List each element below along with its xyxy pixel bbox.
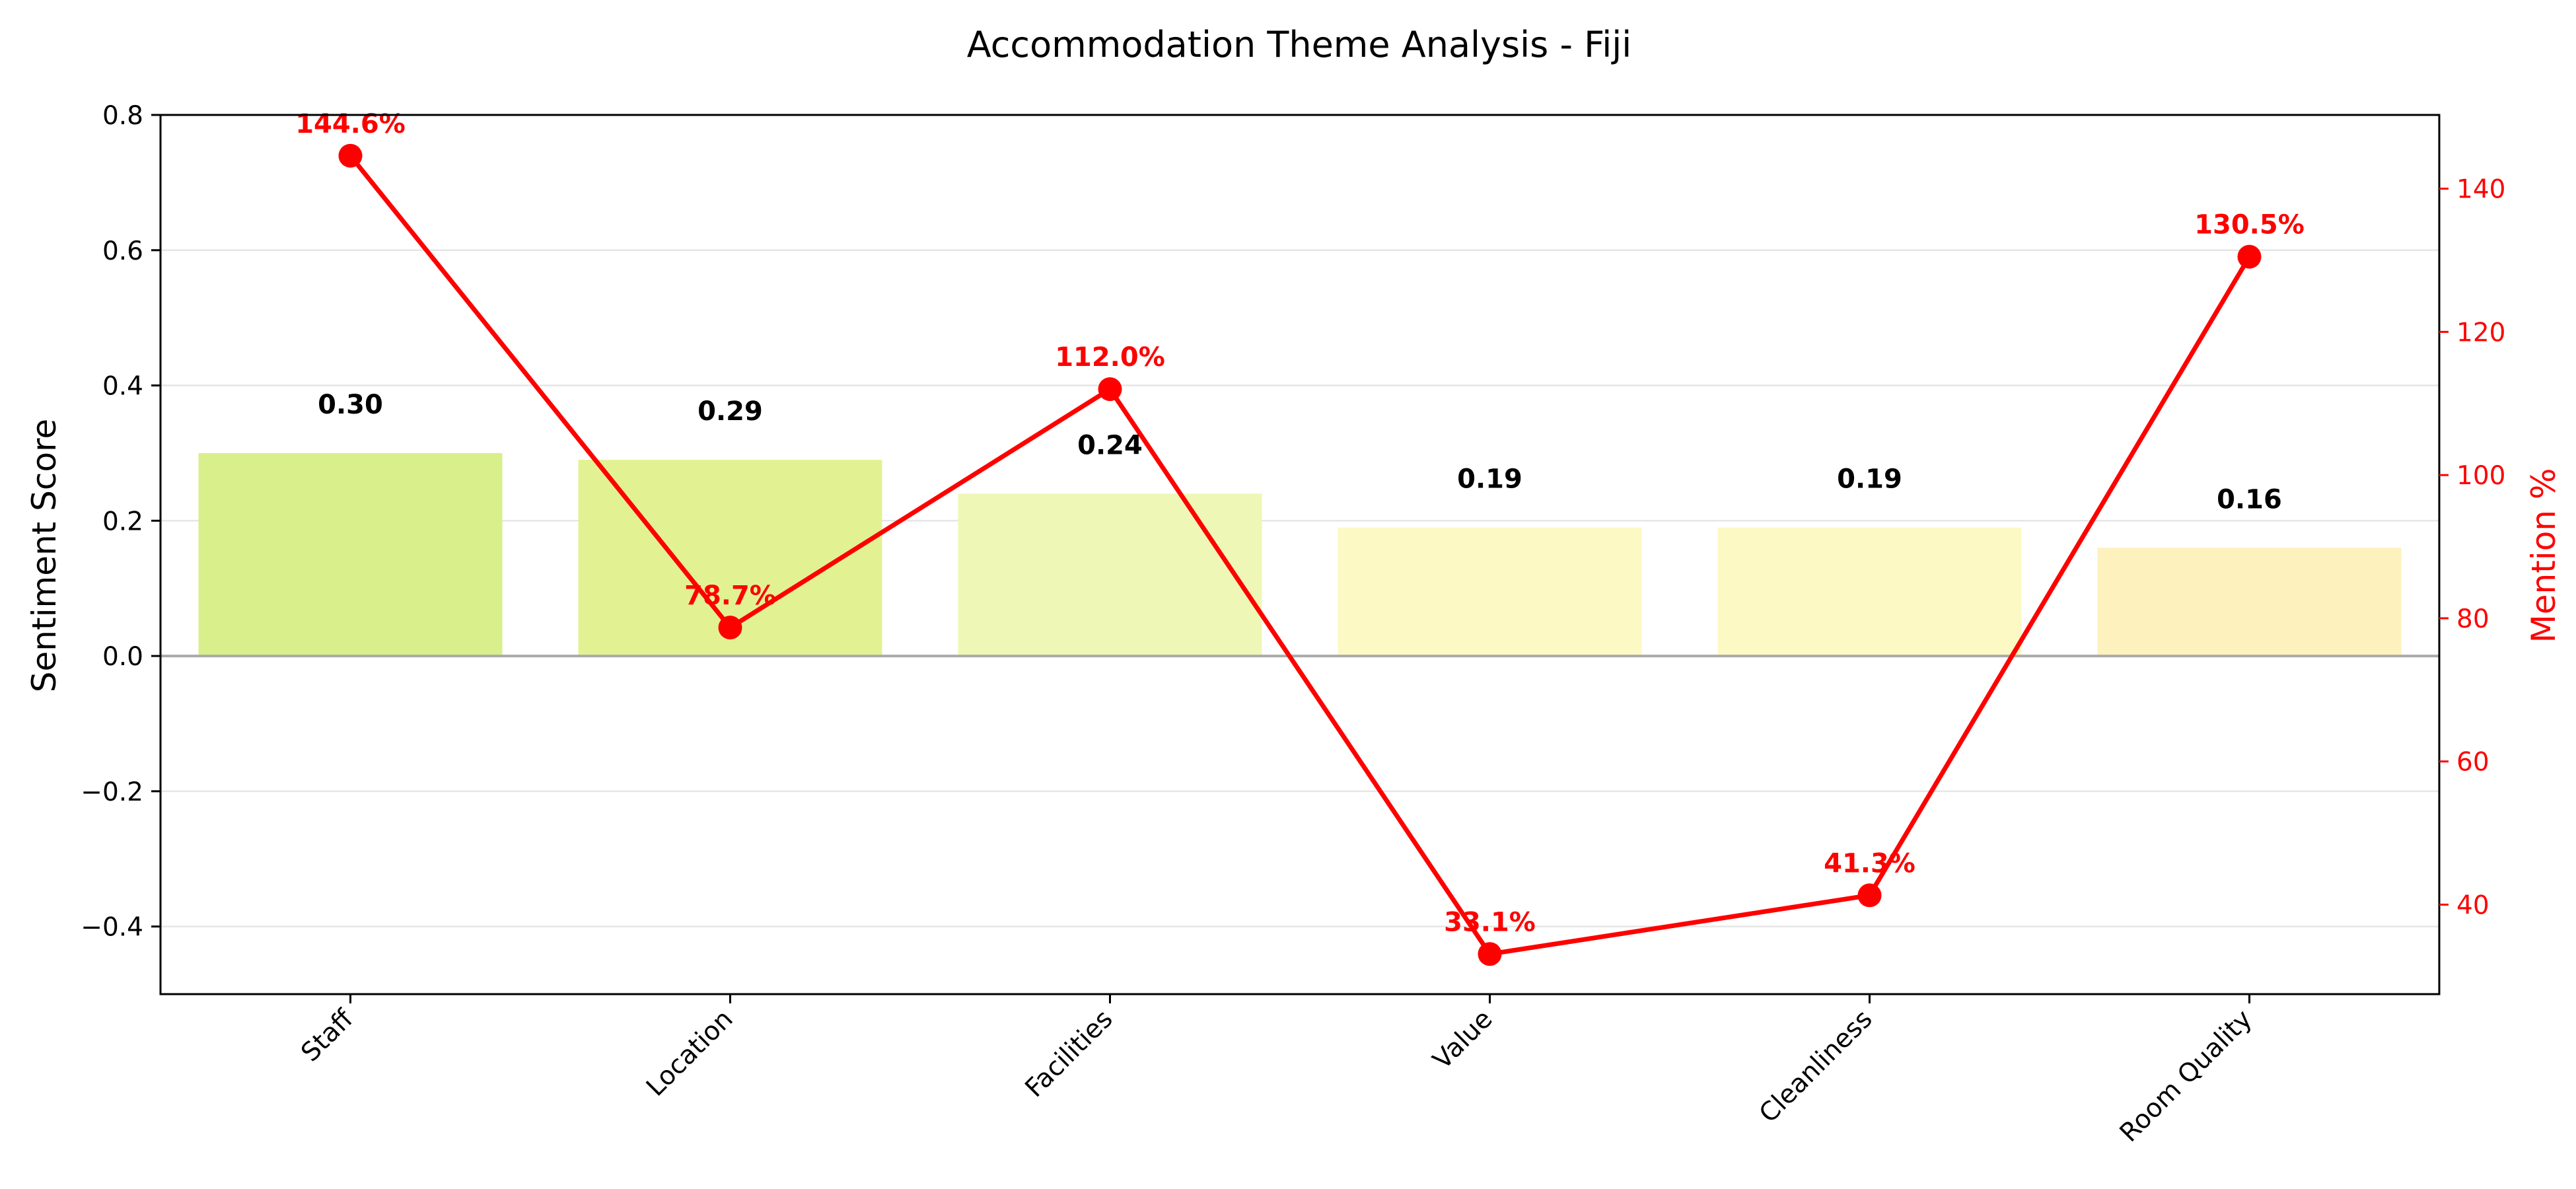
x-tick-label: Location — [641, 1004, 738, 1102]
y-left-tick-label: 0.8 — [102, 101, 143, 131]
x-tick-label: Staff — [296, 1003, 360, 1067]
mention-series-line — [348, 154, 2252, 956]
mention-value-label: 130.5% — [2194, 210, 2305, 240]
x-tick-label: Cleanliness — [1754, 1004, 1878, 1129]
y-right-tick-label: 80 — [2456, 604, 2489, 634]
mention-value-label: 144.6% — [295, 109, 406, 139]
x-tick-label: Value — [1427, 1004, 1499, 1075]
y-right-tick-label: 60 — [2456, 748, 2489, 777]
y-left-label: Sentiment Score — [25, 419, 63, 692]
mention-value-label: 78.7% — [684, 581, 776, 611]
mention-point — [1478, 942, 1502, 966]
y-left-tick-label: 0.2 — [102, 507, 143, 536]
bars — [198, 452, 2402, 657]
chart-title: Accommodation Theme Analysis - Fiji — [967, 24, 1632, 65]
mention-point — [2237, 244, 2262, 269]
mention-value-label: 112.0% — [1055, 342, 1165, 373]
bar-value-label: 0.30 — [318, 390, 383, 420]
bar-value-label: 0.19 — [1457, 464, 1522, 495]
bar — [2097, 548, 2402, 657]
mention-point — [1857, 883, 1882, 908]
bar — [1338, 527, 1642, 657]
x-tick-label: Room Quality — [2114, 1004, 2258, 1148]
y-left-tick-label: 0.6 — [102, 236, 143, 266]
mention-point — [1098, 377, 1122, 402]
mention-point — [718, 616, 742, 640]
y-right-tick-label: 100 — [2456, 461, 2505, 491]
plot-frame — [159, 114, 2441, 995]
mention-point — [338, 143, 363, 168]
y-right-tick-label: 140 — [2456, 175, 2505, 205]
bar-value-label: 0.24 — [1077, 430, 1143, 460]
y-right-tick-label: 40 — [2456, 891, 2489, 921]
mention-value-label: 41.3% — [1824, 848, 1915, 879]
y-left-tick-label: −0.4 — [81, 913, 143, 943]
bar-value-label: 0.16 — [2217, 484, 2282, 515]
bar — [958, 493, 1262, 657]
bar — [1717, 527, 2022, 657]
mention-line — [338, 143, 2262, 966]
y-left-tick-label: −0.2 — [81, 777, 143, 807]
data-labels: 0.30 0.29 0.24 0.19 0.19 0.16 144.6% 78.7% 112.0… — [295, 109, 2305, 938]
mention-value-label: 33.1% — [1444, 907, 1536, 937]
bar-value-label: 0.19 — [1837, 464, 1902, 495]
y-right-label: Mention % — [2524, 468, 2563, 643]
y-left-tick-label: 0.0 — [102, 642, 143, 672]
x-tick-label: Facilities — [1020, 1004, 1119, 1103]
y-right-tick-label: 120 — [2456, 318, 2505, 347]
bar — [198, 452, 503, 657]
y-left-tick-label: 0.4 — [102, 372, 143, 402]
bar-value-label: 0.29 — [698, 396, 763, 427]
